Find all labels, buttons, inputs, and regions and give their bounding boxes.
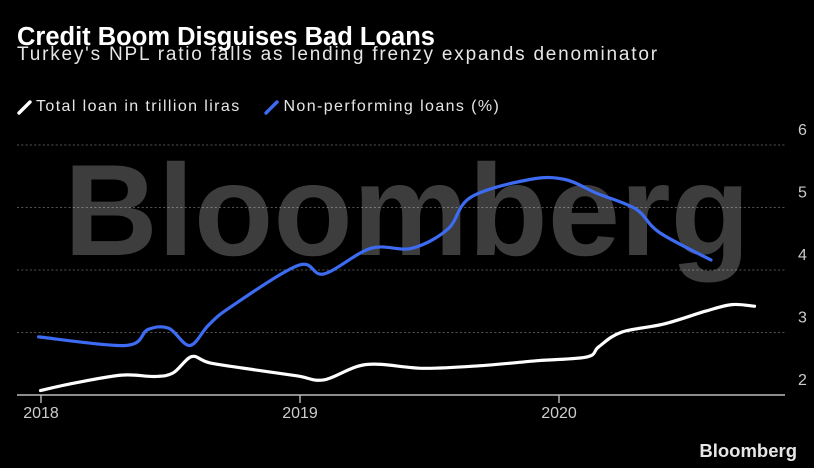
svg-text:2020: 2020 — [541, 405, 577, 422]
svg-text:4: 4 — [798, 247, 807, 264]
svg-text:3: 3 — [798, 310, 807, 327]
svg-text:2: 2 — [798, 372, 807, 389]
svg-text:5: 5 — [798, 185, 807, 202]
svg-text:Bloomberg: Bloomberg — [64, 137, 750, 283]
svg-text:2019: 2019 — [282, 405, 318, 422]
svg-text:Bloomberg: Bloomberg — [699, 440, 797, 461]
svg-text:2018: 2018 — [23, 405, 59, 422]
svg-text:6: 6 — [798, 122, 807, 139]
